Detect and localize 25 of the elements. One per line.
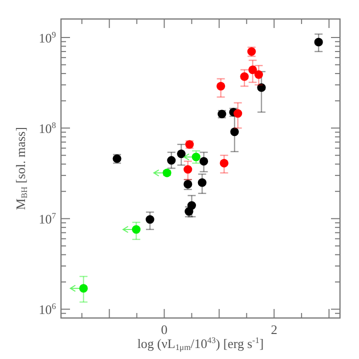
x-tick-label: 2: [270, 322, 278, 337]
point: [187, 201, 196, 210]
point: [314, 38, 323, 46]
point: [167, 156, 176, 165]
point: [176, 149, 186, 158]
point: [254, 70, 264, 79]
point: [146, 215, 154, 224]
point: [220, 158, 228, 168]
point: [248, 65, 257, 74]
point: [199, 156, 208, 166]
point: [234, 109, 242, 118]
y-tick-label: 10$^{6}$: [38, 301, 56, 318]
x-axis-title: log (νL$_{1μm}$/10$^{43}$) [erg s$^{-1}$]: [137, 335, 264, 352]
point: [79, 284, 88, 293]
y-tick-label: 10$^{8}$: [38, 120, 56, 136]
y-tick-label: 10$^{7}$: [38, 210, 56, 227]
point: [216, 82, 226, 90]
point: [230, 127, 239, 136]
point: [257, 83, 266, 92]
point: [184, 165, 192, 174]
x-tick-label: 0: [161, 322, 168, 337]
y-tick-label: 10$^{9}$: [38, 29, 56, 46]
point: [240, 72, 249, 81]
point: [132, 225, 141, 234]
point: [198, 178, 206, 187]
